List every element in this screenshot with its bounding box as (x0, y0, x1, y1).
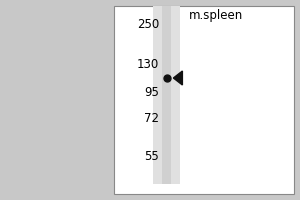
Text: 72: 72 (144, 112, 159, 124)
Point (164, 76, 169, 80)
Polygon shape (173, 71, 182, 85)
Text: m.spleen: m.spleen (189, 9, 243, 22)
Bar (162, 6, 171, 184)
Text: 55: 55 (144, 150, 159, 162)
Text: 130: 130 (137, 58, 159, 71)
Bar (153, 6, 180, 184)
Text: 250: 250 (137, 18, 159, 30)
Bar (114, 6, 294, 194)
Text: 95: 95 (144, 86, 159, 98)
